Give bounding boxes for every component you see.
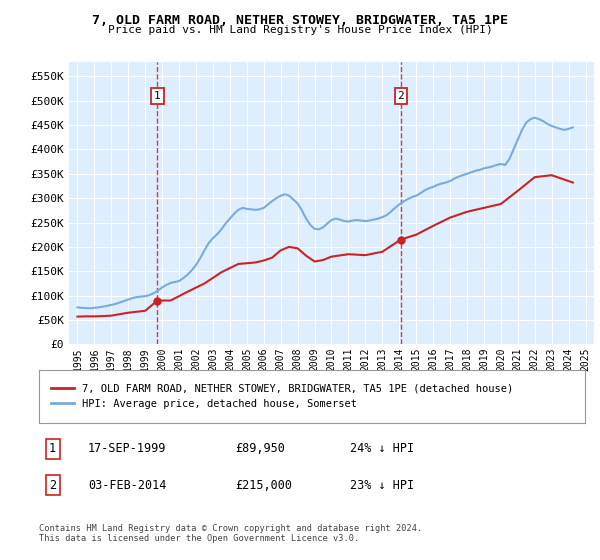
Text: 2: 2 xyxy=(49,479,56,492)
Text: £89,950: £89,950 xyxy=(236,442,286,455)
Text: 03-FEB-2014: 03-FEB-2014 xyxy=(88,479,167,492)
Text: 24% ↓ HPI: 24% ↓ HPI xyxy=(350,442,415,455)
Text: Contains HM Land Registry data © Crown copyright and database right 2024.
This d: Contains HM Land Registry data © Crown c… xyxy=(39,524,422,543)
Text: £215,000: £215,000 xyxy=(236,479,293,492)
Text: 1: 1 xyxy=(154,91,161,101)
Text: 7, OLD FARM ROAD, NETHER STOWEY, BRIDGWATER, TA5 1PE: 7, OLD FARM ROAD, NETHER STOWEY, BRIDGWA… xyxy=(92,14,508,27)
Legend: 7, OLD FARM ROAD, NETHER STOWEY, BRIDGWATER, TA5 1PE (detached house), HPI: Aver: 7, OLD FARM ROAD, NETHER STOWEY, BRIDGWA… xyxy=(47,380,518,413)
Text: Price paid vs. HM Land Registry's House Price Index (HPI): Price paid vs. HM Land Registry's House … xyxy=(107,25,493,35)
Text: 17-SEP-1999: 17-SEP-1999 xyxy=(88,442,167,455)
Text: 2: 2 xyxy=(397,91,404,101)
Text: 23% ↓ HPI: 23% ↓ HPI xyxy=(350,479,415,492)
Text: 1: 1 xyxy=(49,442,56,455)
